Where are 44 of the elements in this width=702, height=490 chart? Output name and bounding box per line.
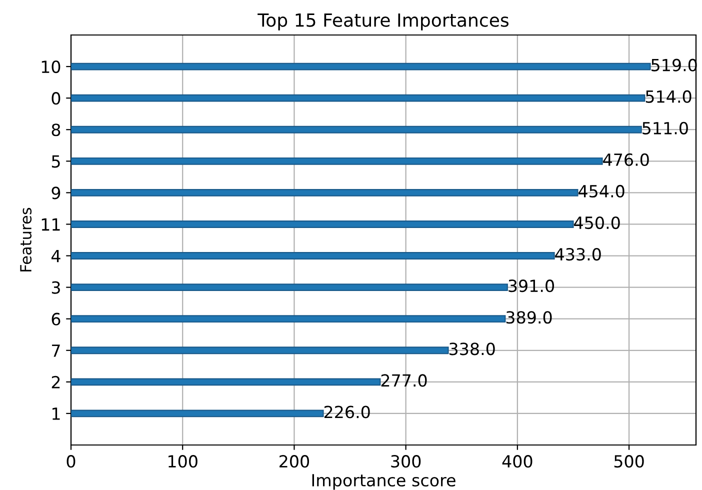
x-tick-label: 500: [614, 455, 644, 468]
bar: [71, 252, 555, 260]
data-label: 389.0: [506, 311, 552, 324]
y-tick-label: 5: [52, 155, 60, 168]
bar: [71, 315, 506, 323]
x-tick-label: 200: [280, 455, 310, 468]
y-tick-label: 10: [42, 60, 60, 74]
y-tick-label: 4: [51, 250, 60, 262]
x-tick-label: 0: [66, 455, 76, 468]
data-label: 476.0: [603, 153, 649, 166]
x-tick-label: 400: [502, 455, 532, 468]
y-tick-label: 9: [52, 186, 60, 200]
bar: [71, 126, 642, 134]
data-label: 391.0: [508, 280, 554, 292]
y-tick-label: 11: [42, 218, 60, 231]
data-label: 511.0: [642, 122, 688, 134]
y-tick-label: 0: [52, 92, 60, 105]
data-label: 433.0: [555, 248, 601, 261]
y-axis-title: Features: [20, 208, 32, 272]
x-tick-label: 300: [391, 455, 421, 468]
y-tick-label: 6: [52, 312, 60, 326]
bar: [71, 346, 449, 354]
y-tick-label: 1: [52, 408, 60, 420]
x-axis-title: Importance score: [312, 474, 456, 490]
y-tick-label: 8: [52, 124, 60, 136]
data-label: 277.0: [381, 374, 427, 387]
data-label: 514.0: [646, 90, 692, 103]
data-label: 454.0: [578, 184, 624, 198]
bar: [71, 157, 603, 165]
bar: [71, 410, 324, 418]
bar: [71, 94, 646, 102]
data-label: 450.0: [574, 216, 620, 230]
bar: [71, 220, 574, 228]
bar: [71, 188, 578, 196]
x-tick-label: 100: [168, 455, 198, 468]
data-label: 338.0: [450, 342, 495, 356]
y-tick-label: 7: [52, 344, 60, 357]
chart-title: Top 15 Feature Importances: [258, 14, 508, 30]
bar: [71, 62, 651, 70]
bar: [71, 378, 381, 386]
y-tick-label: 3: [52, 281, 60, 294]
bar: [71, 284, 508, 292]
data-label: 226.0: [324, 406, 370, 418]
y-tick-label: 2: [52, 376, 60, 388]
